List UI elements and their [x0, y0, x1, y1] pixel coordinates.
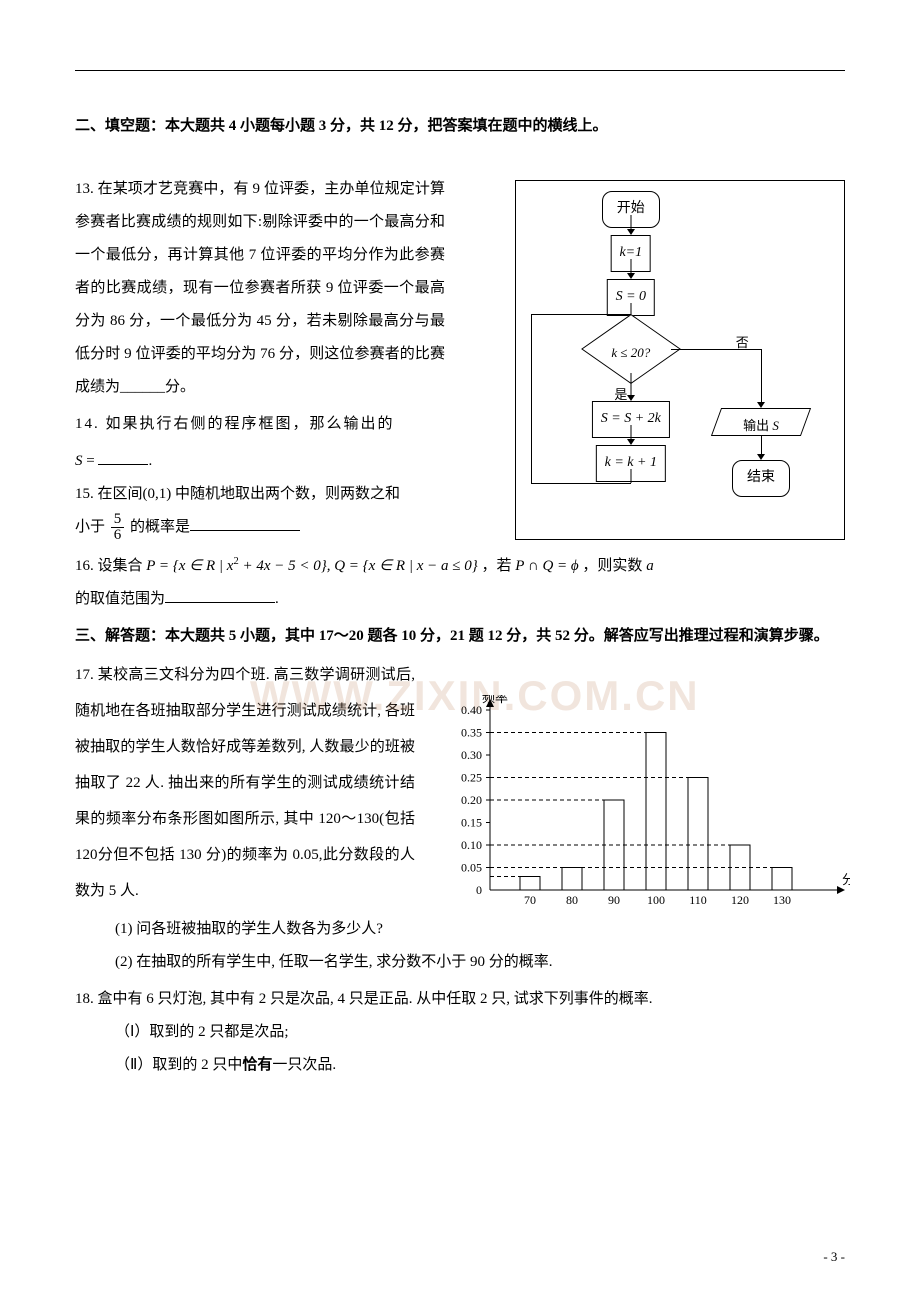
- page-number: - 3 -: [823, 1243, 845, 1272]
- fc-end: 结束: [732, 460, 790, 497]
- q16-tail: ，则实数: [579, 558, 647, 574]
- q15-suffix: 的概率是: [130, 519, 190, 535]
- svg-text:120: 120: [731, 893, 749, 907]
- histogram-svg: 频率分数 0 0.05 0.10 0.15 0.20 0.25 0.30 0.35 0.40 70 8…: [450, 695, 850, 915]
- q15-blank: [190, 516, 300, 531]
- q17-sub2: (2) 在抽取的所有学生中, 任取一名学生, 求分数不小于 90 分的概率.: [115, 946, 845, 979]
- q15-frac-d: 6: [111, 528, 125, 543]
- q15-mid: 中随机地取出两个数，则两数之和: [171, 486, 400, 502]
- svg-text:0.35: 0.35: [461, 726, 482, 740]
- section3-title: 三、解答题：本大题共 5 小题，其中 17～20 题各 10 分，21 题 12…: [75, 620, 845, 653]
- q16-blank: [165, 588, 275, 603]
- q18-sub2-post: 一只次品.: [272, 1057, 336, 1073]
- q16-pcapq: P ∩ Q = ϕ: [515, 558, 578, 574]
- svg-text:90: 90: [608, 893, 620, 907]
- fc-v1: [531, 314, 532, 483]
- q16-P: P = {x ∈ R | x: [146, 558, 233, 574]
- flowchart: 开始 k=1 S = 0 k ≤ 20? 是 否 S = S + 2k k = …: [515, 180, 845, 540]
- q15-frac-n: 5: [111, 512, 125, 528]
- svg-text:70: 70: [524, 893, 536, 907]
- svg-text:80: 80: [566, 893, 578, 907]
- fc-no: 否: [736, 329, 749, 358]
- q16-line2: 的取值范围为.: [75, 583, 845, 616]
- fc-cond-label: k ≤ 20?: [589, 339, 673, 368]
- section2-title: 二、填空题：本大题共 4 小题每小题 3 分，共 12 分，把答案填在题中的横线…: [75, 110, 845, 143]
- fc-cond-txt: k ≤ 20?: [611, 345, 650, 360]
- svg-text:频率: 频率: [482, 695, 508, 705]
- q16-mid: ，若: [478, 558, 516, 574]
- q18-sub2-pre: （Ⅱ）取到的 2 只中: [115, 1057, 242, 1073]
- svg-text:分数: 分数: [842, 872, 850, 887]
- svg-text:0: 0: [476, 883, 482, 897]
- q14: 14. 如果执行右侧的程序框图，那么输出的: [75, 408, 445, 441]
- q16-prefix: 16. 设集合: [75, 558, 146, 574]
- q15-line2: 小于 56 的概率是: [75, 511, 445, 544]
- fc-cond: k ≤ 20?: [589, 327, 673, 371]
- fc-vno: [761, 349, 762, 404]
- fc-initk-txt: k=1: [619, 245, 642, 260]
- q14-prefix: 14. 如果执行右侧的程序框图，那么输出的: [75, 416, 395, 432]
- q18-sub2-bold: 恰有: [242, 1057, 272, 1073]
- q15-prefix2: 小于: [75, 519, 105, 535]
- fc-a6: [630, 469, 631, 483]
- svg-text:100: 100: [647, 893, 665, 907]
- svg-text:0.05: 0.05: [461, 861, 482, 875]
- q16: 16. 设集合 P = {x ∈ R | x2 + 4x − 5 < 0}, Q…: [75, 550, 845, 583]
- fc-output-pre: 输出: [743, 418, 772, 433]
- fc-body1-txt: S = S + 2k: [601, 411, 661, 426]
- q14-mid: =: [83, 453, 99, 469]
- svg-text:0.10: 0.10: [461, 838, 482, 852]
- q18-sub2: （Ⅱ）取到的 2 只中恰有一只次品.: [115, 1049, 845, 1082]
- q14-blank: [98, 450, 148, 465]
- fc-a4: [630, 373, 631, 397]
- svg-text:0.40: 0.40: [461, 703, 482, 717]
- histogram: 频率分数 0 0.05 0.10 0.15 0.20 0.25 0.30 0.35 0.40 70 8…: [450, 695, 850, 915]
- svg-text:0.20: 0.20: [461, 793, 482, 807]
- q15-prefix: 15. 在区间: [75, 486, 143, 502]
- q17-sub1: (1) 问各班被抽取的学生人数各为多少人?: [115, 913, 845, 946]
- q16-l2-text: 的取值范围为: [75, 591, 165, 607]
- svg-text:130: 130: [773, 893, 791, 907]
- fc-body2-txt: k = k + 1: [605, 455, 657, 470]
- q14-eq: S = .: [75, 445, 445, 478]
- q15-interval: (0,1): [143, 486, 172, 502]
- q16-P2: + 4x − 5 < 0}, Q = {x ∈ R | x − a ≤ 0}: [239, 558, 478, 574]
- q14-lhs: S: [75, 453, 83, 469]
- fc-h1: [531, 483, 631, 484]
- svg-text:110: 110: [689, 893, 707, 907]
- top-rule: [75, 70, 845, 71]
- q13: 13. 在某项才艺竞赛中，有 9 位评委，主办单位规定计算参赛者比赛成绩的规则如…: [75, 173, 445, 404]
- fc-inits-txt: S = 0: [616, 289, 646, 304]
- fc-h2: [531, 314, 631, 315]
- fc-hno: [671, 349, 761, 350]
- q16-var: a: [646, 558, 654, 574]
- svg-text:0.30: 0.30: [461, 748, 482, 762]
- fc-output: 输出 S: [716, 408, 806, 436]
- q18-sub1: （Ⅰ）取到的 2 只都是次品;: [115, 1016, 845, 1049]
- fc-a7: [761, 436, 762, 456]
- q15-line1: 15. 在区间(0,1) 中随机地取出两个数，则两数之和: [75, 478, 445, 511]
- svg-text:0.15: 0.15: [461, 816, 482, 830]
- q15-frac: 56: [111, 512, 125, 543]
- q18-body: 18. 盒中有 6 只灯泡, 其中有 2 只是次品, 4 只是正品. 从中任取 …: [75, 983, 845, 1016]
- fc-output-var: S: [772, 418, 779, 433]
- svg-text:0.25: 0.25: [461, 771, 482, 785]
